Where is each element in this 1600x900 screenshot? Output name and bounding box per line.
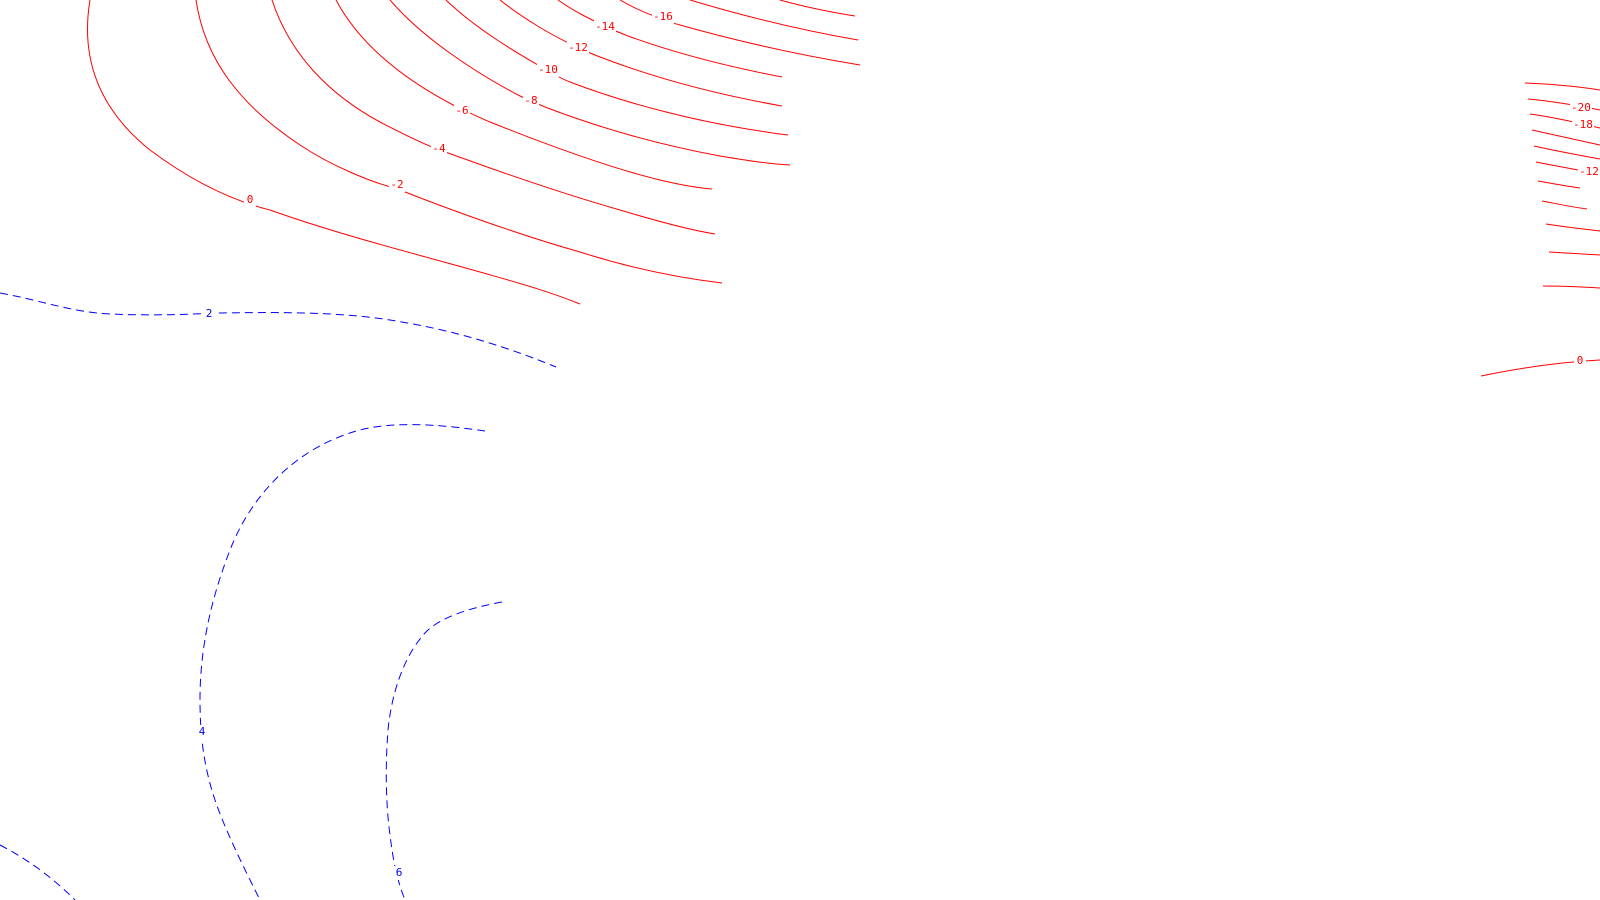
contour-line-minus-8 xyxy=(389,0,791,166)
contour-label-0: 0 xyxy=(247,193,254,206)
contour-line-right-f xyxy=(1545,223,1600,232)
contour-line-right-0 xyxy=(1480,359,1600,377)
contour-label-minus-16: -16 xyxy=(653,10,673,23)
contour-label-4: 4 xyxy=(199,725,206,738)
contour-label-minus-8: -8 xyxy=(524,94,537,107)
contour-line-right-a xyxy=(1524,82,1600,91)
contour-labels-right: -20 -18 -12 0 xyxy=(1570,101,1600,368)
contour-line-minus-16 xyxy=(619,0,861,66)
contour-line-minus-12 xyxy=(499,0,783,107)
contour-line-6 xyxy=(385,601,503,900)
contour-line-2 xyxy=(0,292,557,368)
contour-label-minus-6: -6 xyxy=(455,104,468,117)
contour-line-right-d xyxy=(1537,180,1581,189)
contour-line-right-b xyxy=(1531,129,1600,146)
contour-label-minus-2: -2 xyxy=(390,178,403,191)
negative-contours-right xyxy=(1480,82,1600,377)
contour-line-4 xyxy=(199,424,486,900)
contour-line-right-c xyxy=(1533,145,1600,160)
contour-line-minus-14 xyxy=(557,0,783,78)
contour-label-right-minus-20: -20 xyxy=(1571,101,1591,114)
contour-line-right-e xyxy=(1541,200,1588,210)
contour-label-minus-12: -12 xyxy=(568,41,588,54)
positive-contours xyxy=(0,292,557,900)
contour-line-minus-4 xyxy=(271,0,716,235)
contour-line-minus-10 xyxy=(445,0,789,136)
contour-line-right-h xyxy=(1542,285,1600,289)
contour-labels-left: -16 -14 -12 -10 -8 -6 -4 -2 0 2 4 6 xyxy=(196,10,674,880)
contour-label-2: 2 xyxy=(206,307,213,320)
contour-label-minus-4: -4 xyxy=(432,142,446,155)
contour-label-minus-14: -14 xyxy=(595,20,615,33)
contour-line-minus-18 xyxy=(689,0,859,41)
contour-line-minus-20 xyxy=(779,0,856,17)
contour-line-minus-2 xyxy=(195,0,723,284)
contour-label-right-minus-18: -18 xyxy=(1573,118,1593,131)
contour-label-minus-10: -10 xyxy=(538,63,558,76)
negative-contours-left xyxy=(87,0,861,305)
contour-label-6: 6 xyxy=(396,866,403,879)
contour-line-0 xyxy=(87,0,581,305)
contour-line-right-g xyxy=(1548,251,1600,256)
contour-line-minus-6 xyxy=(335,0,713,190)
contour-label-right-minus-12: -12 xyxy=(1579,165,1599,178)
contour-line-corner xyxy=(0,844,76,900)
contour-label-right-0: 0 xyxy=(1577,354,1584,367)
